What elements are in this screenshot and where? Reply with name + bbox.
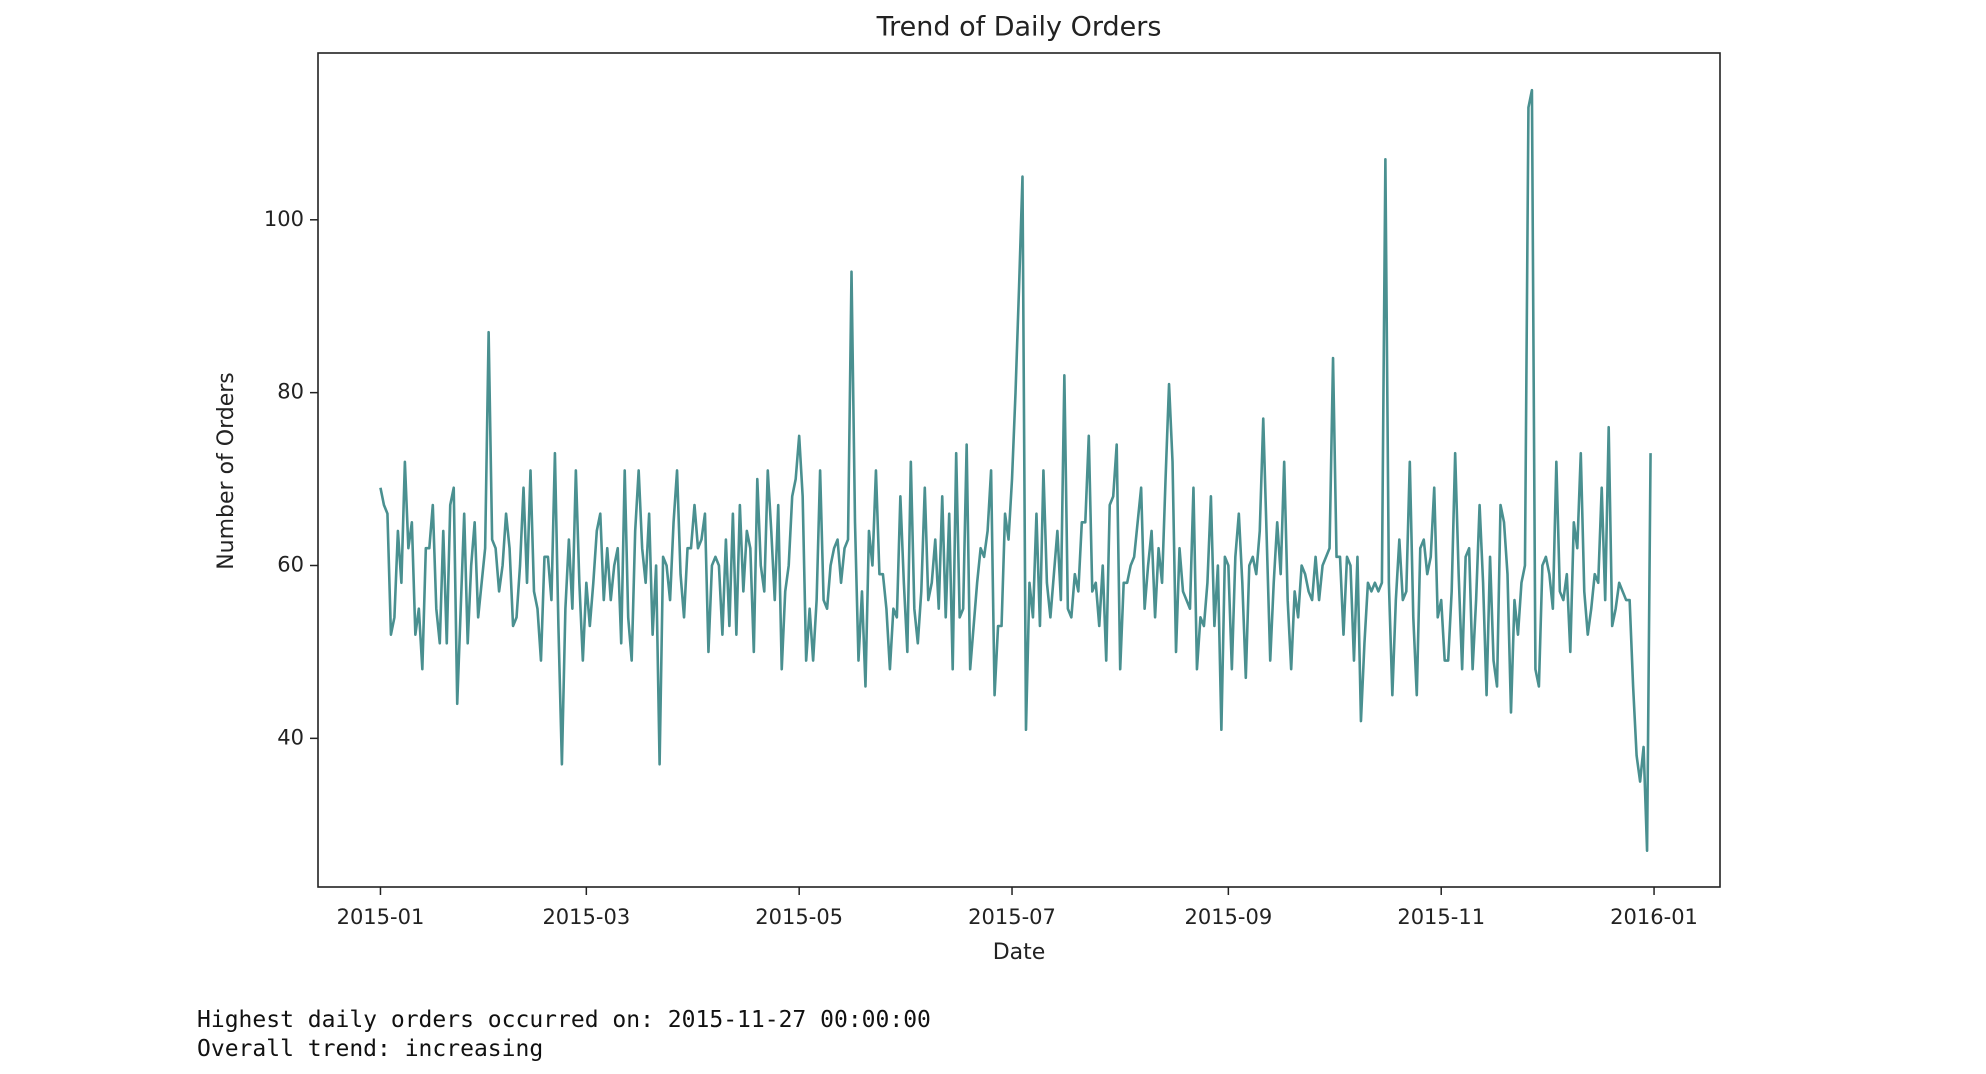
output-line: Highest daily orders occurred on: 2015-1… [197, 1007, 931, 1033]
x-tick-label: 2015-11 [1397, 905, 1485, 929]
output-line: Overall trend: increasing [197, 1036, 544, 1062]
x-tick-label: 2015-01 [337, 905, 425, 929]
y-tick-label: 100 [264, 207, 304, 231]
y-axis-label: Number of Orders [214, 372, 239, 570]
y-tick-label: 40 [277, 725, 304, 749]
plot-area [379, 88, 1652, 852]
y-tick-label: 60 [277, 552, 304, 576]
x-tick-label: 2015-03 [542, 905, 630, 929]
x-tick-label: 2015-07 [968, 905, 1056, 929]
x-tick-label: 2016-01 [1610, 905, 1698, 929]
x-tick-label: 2015-09 [1184, 905, 1272, 929]
chart-title: Trend of Daily Orders [876, 12, 1162, 43]
x-axis-label: Date [993, 940, 1046, 965]
chart: Trend of Daily Orders Date Number of Ord… [214, 12, 1721, 965]
x-tick-label: 2015-05 [755, 905, 843, 929]
series-line [379, 88, 1652, 852]
plot-frame [317, 52, 1721, 888]
y-tick-label: 80 [277, 380, 304, 404]
